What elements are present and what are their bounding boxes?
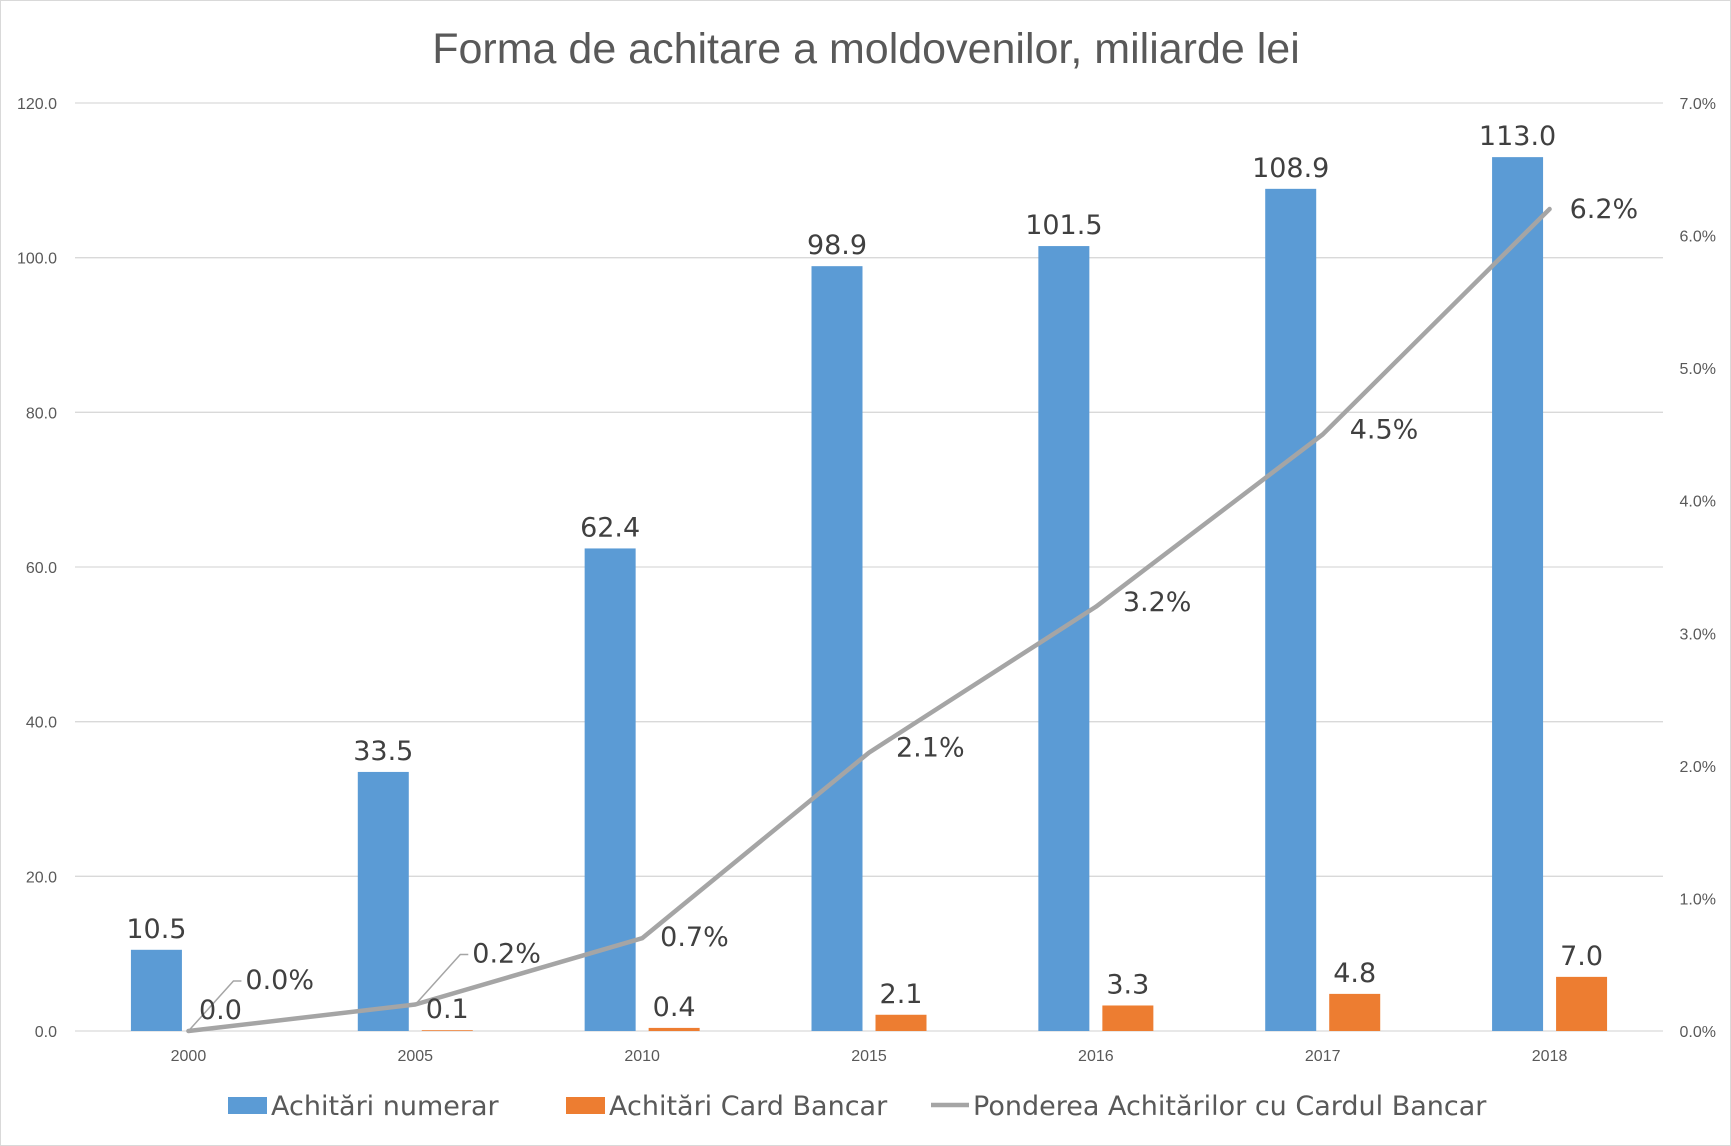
line-data-label: 2.1% xyxy=(896,733,965,764)
x-tick-label: 2000 xyxy=(171,1048,207,1065)
x-tick-label: 2016 xyxy=(1078,1048,1114,1065)
bar-card-data-label: 0.4 xyxy=(653,992,696,1023)
line-data-label: 0.0% xyxy=(245,965,314,996)
bar-cash-data-label: 113.0 xyxy=(1479,121,1556,152)
legend-label: Achitări Card Bancar xyxy=(609,1091,888,1122)
legend-label: Ponderea Achitărilor cu Cardul Bancar xyxy=(973,1091,1487,1122)
bar-cash xyxy=(811,266,863,1031)
y-tick-label: 60.0 xyxy=(26,560,57,577)
bar-cash-data-label: 98.9 xyxy=(807,230,867,261)
y-tick-label: 20.0 xyxy=(26,869,57,886)
bar-card-data-label: 0.0 xyxy=(199,995,242,1026)
bar-cash xyxy=(130,949,182,1031)
y2-tick-label: 6.0% xyxy=(1680,229,1716,246)
y-tick-label: 80.0 xyxy=(26,405,57,422)
line-series xyxy=(186,206,1552,1034)
bar-cash-data-label: 10.5 xyxy=(126,914,186,945)
x-tick-label: 2005 xyxy=(397,1048,433,1065)
y2-tick-label: 3.0% xyxy=(1680,626,1716,643)
bar-cash xyxy=(1265,188,1317,1032)
line-data-label: 0.7% xyxy=(660,922,729,953)
bar-cash xyxy=(357,771,409,1031)
legend-swatch xyxy=(566,1097,605,1114)
bar-cash-data-label: 101.5 xyxy=(1025,210,1102,241)
y2-tick-label: 7.0% xyxy=(1680,96,1716,113)
bar-card-data-label: 2.1 xyxy=(880,979,923,1010)
bar-cash-data-label: 62.4 xyxy=(580,512,640,543)
bar-cash-data-label: 33.5 xyxy=(353,736,413,767)
x-tick-label: 2018 xyxy=(1532,1048,1568,1065)
x-tick-label: 2017 xyxy=(1305,1048,1341,1065)
data-labels: 10.5 33.5 62.4 98.9 101.5 108.9 113.0 0.0 0.1 0.4… xyxy=(126,121,1638,1026)
bar-card xyxy=(648,1027,700,1031)
y2-tick-label: 0.0% xyxy=(1680,1024,1716,1041)
bar-cash xyxy=(1492,157,1544,1032)
bar-card-data-label: 0.1 xyxy=(426,994,469,1025)
bar-card xyxy=(1329,993,1381,1031)
y-tick-label: 40.0 xyxy=(26,715,57,732)
bar-card-data-label: 4.8 xyxy=(1333,958,1376,989)
legend-swatch xyxy=(228,1097,267,1114)
bar-card-data-label: 7.0 xyxy=(1560,941,1603,972)
gridlines xyxy=(75,102,1663,1032)
bar-cash xyxy=(584,548,636,1031)
line-data-label: 6.2% xyxy=(1570,194,1639,225)
y2-tick-label: 1.0% xyxy=(1680,891,1716,908)
leader-line xyxy=(187,980,242,1032)
y-tick-label: 0.0 xyxy=(35,1024,57,1041)
leader-line xyxy=(414,953,469,1005)
y-axis-left: 0.0 20.0 40.0 60.0 80.0 100.0 120.0 xyxy=(17,96,57,1041)
y-tick-label: 120.0 xyxy=(17,96,57,113)
bar-series xyxy=(130,157,1608,1032)
line-data-label: 3.2% xyxy=(1123,587,1192,618)
bar-card xyxy=(1102,1005,1154,1031)
y2-tick-label: 2.0% xyxy=(1680,759,1716,776)
legend: Achitări numerar Achitări Card Bancar Pond… xyxy=(228,1091,1487,1122)
chart-title: Forma de achitare a moldovenilor, miliar… xyxy=(432,25,1300,73)
x-axis: 2000 2005 2010 2015 2016 2017 2018 xyxy=(171,1048,1568,1065)
bar-cash-data-label: 108.9 xyxy=(1252,153,1329,184)
y2-tick-label: 5.0% xyxy=(1680,361,1716,378)
bar-card xyxy=(1556,976,1608,1031)
bar-card xyxy=(421,1030,473,1031)
y-tick-label: 100.0 xyxy=(17,251,57,268)
line-data-label: 4.5% xyxy=(1350,414,1419,445)
bar-card-data-label: 3.3 xyxy=(1106,969,1149,1000)
y-axis-right: 0.0% 1.0% 2.0% 3.0% 4.0% 5.0% 6.0% 7.0% xyxy=(1680,96,1716,1041)
line-data-label: 0.2% xyxy=(472,938,541,969)
y2-tick-label: 4.0% xyxy=(1680,494,1716,511)
x-tick-label: 2010 xyxy=(624,1048,660,1065)
bar-card xyxy=(875,1014,927,1031)
legend-label: Achitări numerar xyxy=(271,1091,500,1122)
x-tick-label: 2015 xyxy=(851,1048,887,1065)
